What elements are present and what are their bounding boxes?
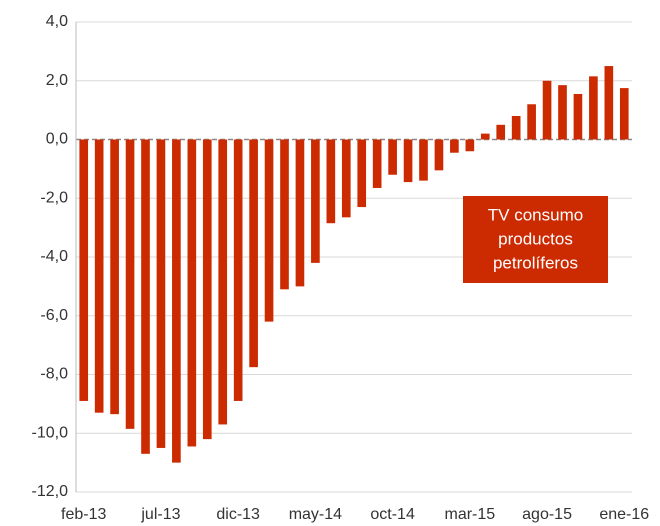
bar	[326, 139, 336, 224]
bar	[573, 93, 583, 140]
bar	[172, 139, 181, 463]
bar	[604, 66, 614, 140]
x-tick-label: may-14	[289, 506, 342, 523]
y-tick-label: -4,0	[40, 248, 68, 265]
x-tick-label: dic-13	[216, 506, 260, 523]
bar	[79, 139, 89, 401]
bar	[280, 139, 289, 290]
bar	[450, 139, 459, 153]
bar	[249, 139, 258, 368]
y-tick-label: 2,0	[46, 72, 68, 89]
bar	[465, 139, 475, 152]
y-tick-label: -6,0	[40, 307, 68, 324]
x-tick-label: oct-14	[370, 506, 415, 523]
bar	[357, 139, 367, 208]
x-tick-label: ene-16	[599, 506, 649, 523]
x-tick-label: ago-15	[522, 506, 572, 523]
bar	[94, 139, 104, 413]
bar	[311, 139, 320, 263]
bar	[496, 124, 506, 140]
bar	[125, 139, 135, 429]
y-tick-label: -2,0	[40, 189, 68, 206]
bar	[434, 139, 444, 171]
y-tick-label: 0,0	[46, 131, 68, 148]
bar	[141, 139, 150, 454]
bar	[480, 133, 490, 140]
bar	[110, 139, 119, 415]
bar	[372, 139, 382, 188]
y-tick-label: -10,0	[32, 424, 69, 441]
bar	[218, 139, 228, 425]
annotation-text: productos	[498, 229, 573, 248]
annotation-box	[463, 196, 608, 283]
bar	[233, 139, 243, 401]
x-tick-label: jul-13	[140, 506, 180, 523]
bar	[542, 80, 552, 140]
bar	[403, 139, 413, 183]
bar	[264, 139, 274, 322]
bar	[527, 104, 536, 140]
bar	[419, 139, 428, 181]
bar	[202, 139, 212, 440]
bar	[511, 116, 521, 140]
bar	[589, 76, 598, 140]
annotation-text: petrolíferos	[493, 253, 578, 272]
y-tick-label: -8,0	[40, 366, 68, 383]
bar	[187, 139, 197, 447]
bar	[295, 139, 305, 287]
bar	[341, 139, 351, 218]
bar	[156, 139, 166, 448]
y-tick-label: -12,0	[32, 483, 69, 500]
bar	[558, 85, 567, 140]
x-tick-label: mar-15	[444, 506, 495, 523]
y-tick-label: 4,0	[46, 13, 68, 30]
bar	[619, 88, 629, 140]
x-tick-label: feb-13	[61, 506, 106, 523]
annotation-text: TV consumo	[488, 205, 583, 224]
bar	[388, 139, 397, 175]
